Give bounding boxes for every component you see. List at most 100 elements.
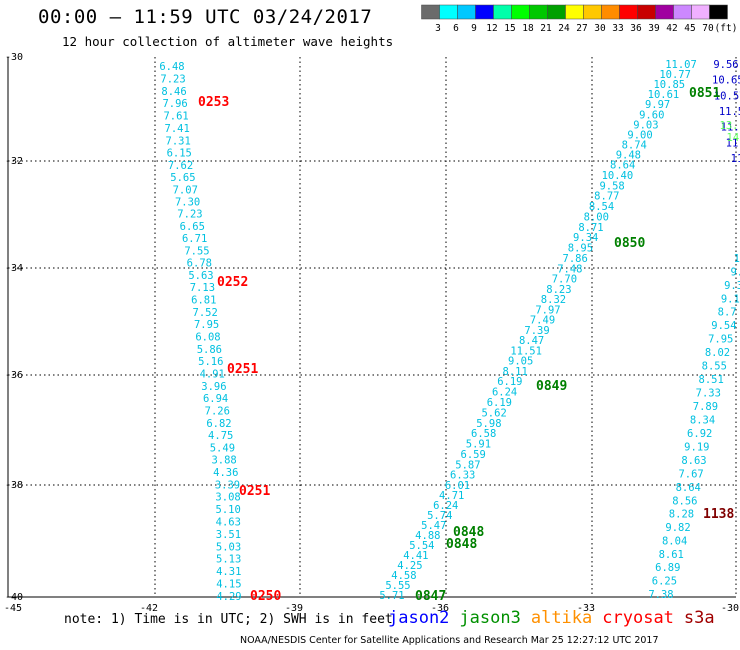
wave-height-label: 6.08 bbox=[195, 332, 220, 344]
pass-time-label: 1138 bbox=[703, 507, 734, 522]
wave-height-label: 6.59 bbox=[461, 449, 486, 461]
color-scale-label: 6 bbox=[453, 23, 459, 34]
pass-time-label: 0848 bbox=[453, 525, 484, 540]
wave-height-label: 10.40 bbox=[602, 170, 634, 182]
wave-height-label: 7.23 bbox=[160, 73, 185, 85]
wave-height-label: 6.24 bbox=[492, 387, 517, 399]
wave-height-label: 8.74 bbox=[622, 139, 647, 151]
lon-label: -45 bbox=[4, 603, 22, 614]
wave-height-label: 7.96 bbox=[162, 98, 187, 110]
legend-altika: altika bbox=[530, 608, 593, 628]
wave-height-label: 5.62 bbox=[481, 407, 506, 419]
lon-label: -42 bbox=[140, 603, 158, 614]
wave-height-label: 8.63 bbox=[681, 455, 706, 467]
wave-height-label: 6.24 bbox=[433, 500, 458, 512]
wave-height-label: 7.26 bbox=[205, 405, 230, 417]
legend-cryosat: cryosat bbox=[602, 608, 674, 628]
color-scale-label: 27 bbox=[576, 23, 587, 34]
wave-height-label: 7.70 bbox=[552, 274, 577, 286]
color-scale-label: 9 bbox=[471, 23, 477, 34]
wave-height-label: 6.01 bbox=[445, 480, 470, 492]
wave-height-label: 4.41 bbox=[403, 550, 428, 562]
wave-height-label: 6.58 bbox=[471, 428, 496, 440]
color-scale-label: 18 bbox=[522, 23, 534, 34]
wave-height-label: 8.95 bbox=[568, 243, 593, 255]
wave-height-label: 10.85 bbox=[653, 79, 685, 91]
wave-height-label: 5.10 bbox=[216, 504, 241, 516]
wave-height-label: 8.23 bbox=[546, 284, 571, 296]
wave-height-label: 7.41 bbox=[165, 123, 190, 135]
wave-height-label: 8.04 bbox=[662, 535, 687, 547]
wave-height-label: 4.88 bbox=[415, 530, 440, 542]
wave-height-label: 3.08 bbox=[215, 492, 240, 504]
wave-height-label: 9.97 bbox=[645, 99, 670, 111]
wave-height-label: 4.31 bbox=[216, 566, 241, 578]
wave-height-label: 5.86 bbox=[197, 344, 222, 356]
color-scale-label: 30 bbox=[594, 23, 606, 34]
pass-time-label: 0847 bbox=[415, 589, 446, 604]
wave-height-label: 6.15 bbox=[167, 148, 192, 160]
wave-height-label: 9.54 bbox=[711, 320, 736, 332]
wave-height-label: 7.13 bbox=[190, 282, 215, 294]
wave-height-label: 3.39 bbox=[215, 479, 240, 491]
wave-height-label: 6.19 bbox=[497, 376, 522, 388]
color-scale-label: 33 bbox=[612, 23, 623, 34]
wave-height-label: 6.33 bbox=[450, 470, 475, 482]
wave-height-label: 9.34 bbox=[573, 232, 598, 244]
wave-height-label: 11.7 bbox=[721, 122, 740, 134]
color-scale-label: 39 bbox=[648, 23, 660, 34]
wave-height-label: 9.05 bbox=[508, 356, 533, 368]
wave-height-label: 7.30 bbox=[175, 197, 200, 209]
color-scale-label: 21 bbox=[540, 23, 552, 34]
wave-height-label: 5.74 bbox=[427, 510, 452, 522]
wave-height-label: 10 bbox=[734, 253, 740, 265]
wave-height-label: 8.77 bbox=[594, 191, 619, 203]
wave-height-label: 11.07 bbox=[665, 59, 697, 71]
lat-label: -40 bbox=[5, 592, 23, 603]
wave-height-label: 4.58 bbox=[391, 570, 416, 582]
wave-height-label: 6.65 bbox=[180, 221, 205, 233]
pass-time-label: 0250 bbox=[250, 589, 281, 604]
wave-height-label: 8.56 bbox=[672, 495, 697, 507]
wave-height-label: 8.00 bbox=[584, 211, 609, 223]
satellite-legend: jason2 jason3 altika cryosat s3a bbox=[388, 608, 725, 628]
lat-label: -38 bbox=[5, 480, 23, 491]
wave-height-label: 6.81 bbox=[191, 295, 216, 307]
wave-height-label: 8.64 bbox=[676, 482, 701, 494]
wave-height-label: 4.75 bbox=[208, 430, 233, 442]
wave-height-label: 6.19 bbox=[487, 397, 512, 409]
lon-label: -36 bbox=[431, 603, 449, 614]
color-scale-label: 15 bbox=[504, 23, 515, 34]
wave-height-label: 11.5 bbox=[719, 106, 740, 118]
wave-height-label: 5.63 bbox=[188, 270, 213, 282]
wave-height-label: 5.91 bbox=[466, 439, 491, 451]
wave-height-label: 5.87 bbox=[455, 459, 480, 471]
wave-height-label: 8.47 bbox=[519, 335, 544, 347]
wave-height-label: 6.82 bbox=[206, 418, 231, 430]
wave-height-label: 11. bbox=[726, 137, 740, 149]
wave-height-label: 8.55 bbox=[702, 360, 727, 372]
lon-label: -39 bbox=[285, 603, 303, 614]
wave-height-label: 3.51 bbox=[216, 529, 241, 541]
wave-height-label: 7.97 bbox=[535, 304, 560, 316]
wave-height-label: 6.25 bbox=[652, 576, 677, 588]
wave-height-label: 7.62 bbox=[168, 160, 193, 172]
color-scale-label: 36 bbox=[630, 23, 642, 34]
wave-height-label: 8.11 bbox=[503, 366, 528, 378]
wave-height-label: 10.61 bbox=[648, 89, 680, 101]
wave-height-label: 5.49 bbox=[210, 442, 235, 454]
wave-height-label: 7.52 bbox=[193, 307, 218, 319]
color-swatch bbox=[709, 4, 728, 20]
wave-height-label: 7.61 bbox=[163, 111, 188, 123]
lat-label: -30 bbox=[5, 52, 23, 63]
wave-height-label: 7.33 bbox=[696, 387, 721, 399]
pass-time-label: 0851 bbox=[689, 86, 720, 101]
wave-height-label: 5.98 bbox=[476, 418, 501, 430]
wave-height-label: 6.48 bbox=[159, 61, 184, 73]
wave-height-label: 4.71 bbox=[439, 490, 464, 502]
legend-jason3: jason3 bbox=[459, 608, 521, 628]
wave-height-label: 6.94 bbox=[203, 393, 228, 405]
wave-height-label: 9.56 bbox=[713, 59, 738, 71]
wave-height-label: 5.55 bbox=[385, 580, 410, 592]
